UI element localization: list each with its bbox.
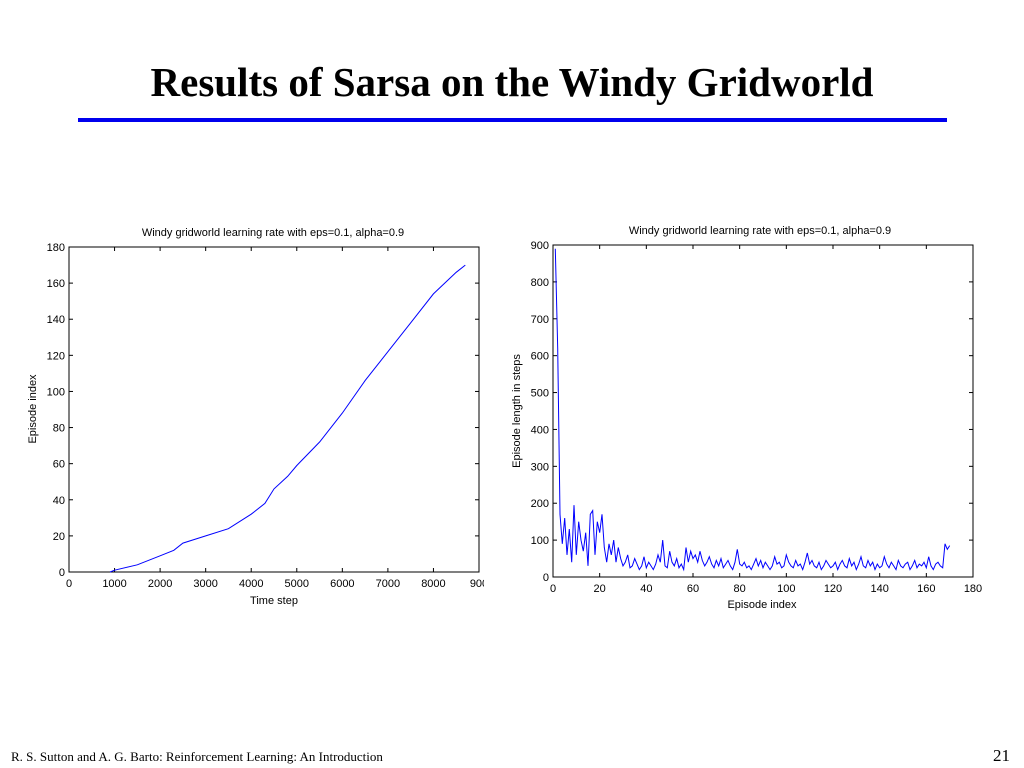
x-axis-label: Episode index	[727, 599, 797, 611]
x-tick-label: 4000	[239, 578, 263, 590]
x-tick-label: 3000	[193, 578, 217, 590]
x-tick-label: 1000	[102, 578, 126, 590]
x-tick-label: 7000	[376, 578, 400, 590]
y-tick-label: 180	[47, 242, 65, 254]
x-tick-label: 80	[734, 583, 746, 595]
slide-title: Results of Sarsa on the Windy Gridworld	[150, 59, 874, 105]
x-tick-label: 100	[777, 583, 795, 595]
chart-background	[500, 210, 1000, 620]
y-tick-label: 500	[531, 388, 549, 400]
y-tick-label: 100	[531, 535, 549, 547]
x-tick-label: 120	[824, 583, 842, 595]
y-tick-label: 900	[531, 240, 549, 252]
x-tick-label: 160	[917, 583, 935, 595]
x-tick-label: 0	[66, 578, 72, 590]
y-tick-label: 800	[531, 277, 549, 289]
y-tick-label: 200	[531, 498, 549, 510]
y-axis-label: Episode index	[27, 374, 39, 444]
y-tick-label: 140	[47, 314, 65, 326]
y-tick-label: 120	[47, 350, 65, 362]
y-tick-label: 60	[53, 459, 65, 471]
y-tick-label: 400	[531, 424, 549, 436]
plot-frame	[68, 246, 480, 573]
page-number: 21	[993, 746, 1010, 765]
x-tick-label: 20	[594, 583, 606, 595]
title-underline	[78, 118, 947, 122]
chart-background	[0, 210, 484, 610]
y-tick-label: 20	[53, 531, 65, 543]
y-tick-label: 0	[543, 572, 549, 584]
y-tick-label: 80	[53, 423, 65, 435]
x-tick-label: 6000	[330, 578, 354, 590]
x-tick-label: 5000	[285, 578, 309, 590]
x-tick-label: 2000	[148, 578, 172, 590]
x-tick-label: 0	[550, 583, 556, 595]
y-tick-label: 700	[531, 314, 549, 326]
x-axis-label: Time step	[250, 595, 298, 607]
x-tick-label: 140	[870, 583, 888, 595]
y-tick-label: 0	[59, 567, 65, 579]
footer-citation: R. S. Sutton and A. G. Barto: Reinforcem…	[11, 749, 383, 764]
series-line	[109, 264, 466, 573]
y-tick-label: 100	[47, 386, 65, 398]
x-tick-label: 180	[964, 583, 982, 595]
chart-episode-length-vs-episode-index: Windy gridworld learning rate with eps=0…	[500, 210, 1000, 620]
chart-episode-index-vs-time-step: Windy gridworld learning rate with eps=0…	[0, 210, 484, 610]
y-axis-label: Episode length in steps	[511, 354, 523, 468]
series-line	[554, 248, 951, 572]
y-tick-label: 300	[531, 461, 549, 473]
plot-frame	[552, 244, 974, 578]
chart-title: Windy gridworld learning rate with eps=0…	[142, 227, 404, 239]
x-tick-label: 40	[640, 583, 652, 595]
y-tick-label: 160	[47, 278, 65, 290]
x-tick-label: 60	[687, 583, 699, 595]
y-tick-label: 40	[53, 495, 65, 507]
y-tick-label: 600	[531, 351, 549, 363]
x-tick-label: 900	[470, 578, 484, 590]
x-tick-label: 8000	[421, 578, 445, 590]
chart-title: Windy gridworld learning rate with eps=0…	[629, 225, 891, 237]
